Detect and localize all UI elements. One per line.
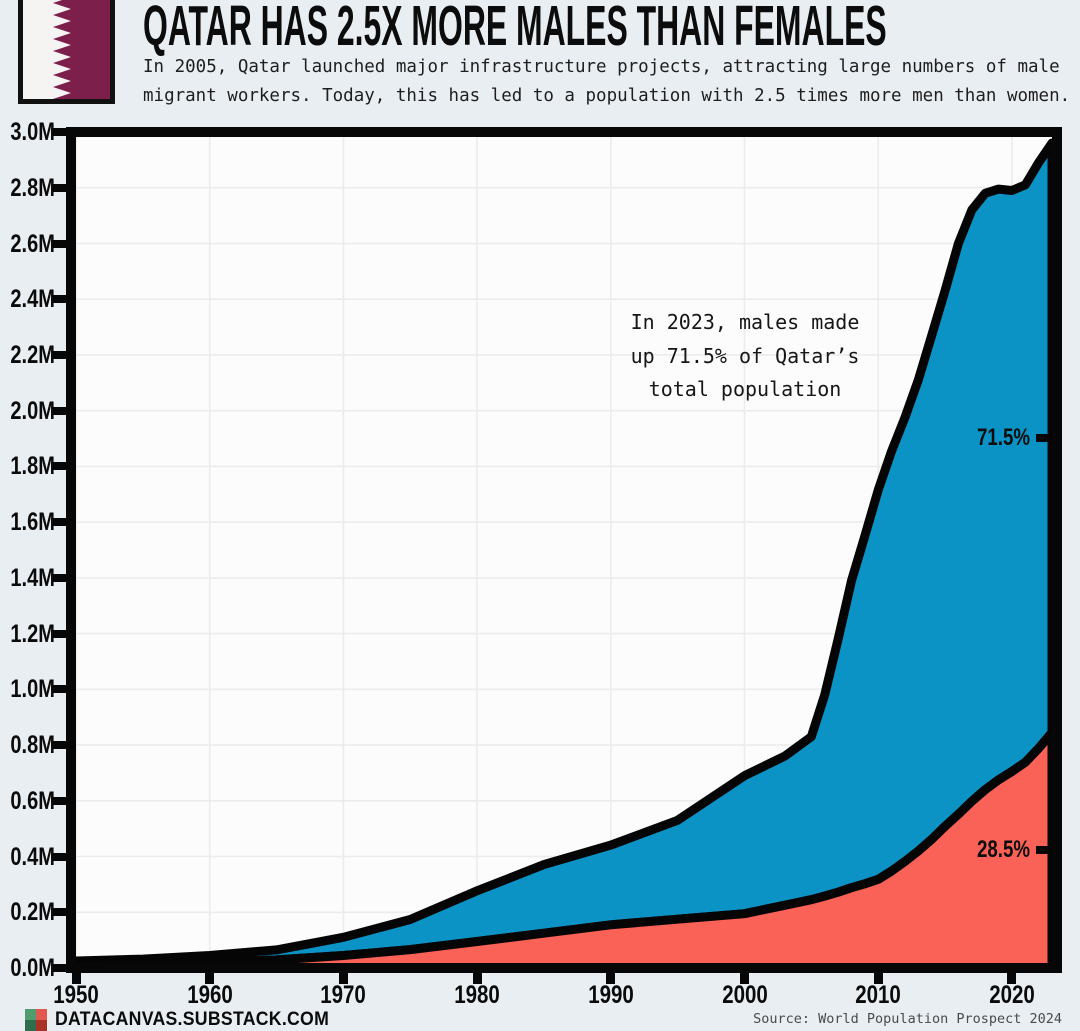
annotation-line-2: up 71.5% of Qatar’s <box>569 340 921 374</box>
y-axis-tick-label: 2.4M <box>10 284 52 314</box>
y-axis-tick-label: 3.0M <box>10 117 52 147</box>
subtitle-line-1: In 2005, Qatar launched major infrastruc… <box>143 53 1070 82</box>
y-axis-tick-label: 1.8M <box>10 451 52 481</box>
x-axis-tick-label: 1980 <box>444 981 510 1010</box>
y-axis-tick-mark <box>53 685 68 693</box>
annotation-line-1: In 2023, males made <box>569 306 921 340</box>
y-axis-tick-label: 2.0M <box>10 396 52 426</box>
y-axis-tick-mark <box>53 574 68 582</box>
x-axis-tick-label: 2010 <box>845 981 911 1010</box>
datacanvas-logo-icon <box>25 1009 47 1031</box>
y-axis-tick-mark <box>53 518 68 526</box>
male-share-label: 71.5% <box>977 424 1030 452</box>
y-axis-tick-label: 0.8M <box>10 730 52 760</box>
y-axis-tick-mark <box>53 908 68 916</box>
chart-plot-area <box>66 127 1062 973</box>
y-axis-tick-label: 1.2M <box>10 619 52 649</box>
logo-square <box>36 1009 47 1020</box>
y-axis-tick-mark <box>53 964 68 972</box>
x-axis-tick-label: 1960 <box>177 981 243 1010</box>
chart-annotation: In 2023, males made up 71.5% of Qatar’s … <box>569 306 921 407</box>
male-share-callout: 71.5% <box>962 423 1050 453</box>
y-axis-tick-label: 1.0M <box>10 674 52 704</box>
x-axis-tick-label: 2000 <box>712 981 778 1010</box>
male-share-tick-mark <box>1036 434 1050 442</box>
logo-square <box>25 1020 36 1031</box>
y-axis-tick-mark <box>53 630 68 638</box>
x-axis-tick-label: 1950 <box>43 981 109 1010</box>
y-axis-tick-mark <box>53 295 68 303</box>
footer-source-text: Source: World Population Prospect 2024 <box>753 1011 1062 1027</box>
annotation-line-3: total population <box>569 373 921 407</box>
page-title: QATAR HAS 2.5X MORE MALES THAN FEMALES <box>143 0 887 59</box>
subtitle-line-2: migrant workers. Today, this has led to … <box>143 82 1070 111</box>
y-axis-tick-mark <box>53 407 68 415</box>
y-axis-tick-label: 1.4M <box>10 563 52 593</box>
stacked-area-chart <box>76 137 1052 963</box>
y-axis-tick-mark <box>53 351 68 359</box>
males-area-series <box>76 143 1052 963</box>
logo-square <box>36 1020 47 1031</box>
y-axis-tick-label: 2.8M <box>10 173 52 203</box>
y-axis-tick-label: 0.0M <box>10 953 52 983</box>
page-subtitle: In 2005, Qatar launched major infrastruc… <box>143 53 1070 111</box>
y-axis-tick-label: 2.6M <box>10 229 52 259</box>
x-axis-tick-label: 2020 <box>979 981 1045 1010</box>
y-axis-tick-mark <box>53 128 68 136</box>
female-share-tick-mark <box>1036 846 1050 854</box>
y-axis-tick-mark <box>53 853 68 861</box>
female-share-callout: 28.5% <box>962 835 1050 865</box>
footer-branding: DATACANVAS.SUBSTACK.COM <box>25 1009 350 1031</box>
y-axis-tick-label: 2.2M <box>10 340 52 370</box>
footer-site-text: DATACANVAS.SUBSTACK.COM <box>55 1009 329 1031</box>
y-axis-tick-label: 1.6M <box>10 507 52 537</box>
y-axis-tick-mark <box>53 184 68 192</box>
y-axis-tick-mark <box>53 741 68 749</box>
x-axis-tick-label: 1990 <box>578 981 644 1010</box>
y-axis-tick-mark <box>53 797 68 805</box>
y-axis-tick-mark <box>53 462 68 470</box>
y-axis-tick-mark <box>53 240 68 248</box>
y-axis-tick-label: 0.2M <box>10 897 52 927</box>
logo-square <box>25 1009 36 1020</box>
x-axis-tick-label: 1970 <box>311 981 377 1010</box>
y-axis-tick-label: 0.6M <box>10 786 52 816</box>
qatar-flag <box>18 0 115 104</box>
y-axis-tick-label: 0.4M <box>10 842 52 872</box>
female-share-label: 28.5% <box>977 836 1030 864</box>
